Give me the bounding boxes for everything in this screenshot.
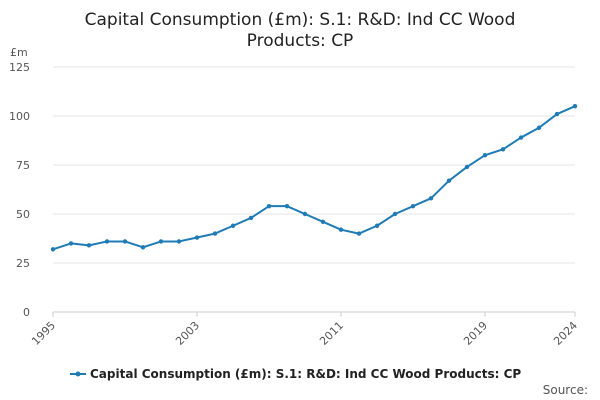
data-point [68, 241, 74, 246]
data-point [176, 239, 182, 244]
data-point [122, 239, 128, 244]
data-point [572, 104, 578, 109]
data-point [284, 203, 290, 209]
y-tick-label: 75 [16, 159, 30, 172]
data-point [266, 203, 272, 209]
data-point [338, 227, 344, 232]
legend[interactable]: Capital Consumption (£m): S.1: R&D: Ind … [70, 367, 521, 381]
y-tick-label: 100 [9, 110, 30, 123]
y-tick-label: 0 [23, 306, 30, 319]
y-axis-ticks: 0 25 50 75 100 125 [9, 61, 30, 319]
x-tick-label: 2003 [173, 319, 202, 348]
data-point [374, 223, 380, 228]
y-tick-label: 50 [16, 208, 30, 221]
x-tick-label: 2011 [317, 319, 346, 348]
data-point [140, 245, 146, 250]
data-point [392, 211, 398, 217]
gridlines [53, 66, 575, 264]
legend-label: Capital Consumption (£m): S.1: R&D: Ind … [90, 367, 521, 381]
data-point [50, 247, 56, 252]
x-tick-label: 1995 [29, 319, 58, 348]
x-tick-label: 2019 [461, 319, 490, 348]
y-axis-unit-label: £m [10, 46, 28, 59]
data-point [86, 243, 92, 248]
data-point [194, 235, 200, 240]
chart-title-line-2: Products: CP [247, 31, 354, 51]
data-point [356, 231, 362, 236]
legend-point-marker [75, 371, 81, 377]
data-point [482, 153, 488, 158]
data-point [230, 223, 236, 228]
plot-area [50, 104, 578, 252]
x-axis-ticks: 1995 2003 2011 2019 2024 [29, 312, 580, 348]
y-tick-label: 125 [9, 61, 30, 74]
data-point [554, 111, 560, 117]
data-point [518, 135, 524, 140]
series-line [52, 105, 576, 251]
y-tick-label: 25 [16, 257, 30, 270]
data-point [248, 215, 254, 221]
data-point [302, 211, 308, 217]
data-point [320, 219, 326, 225]
data-point [536, 125, 542, 130]
data-point [464, 164, 470, 170]
x-tick-label: 2024 [551, 319, 580, 348]
data-point [212, 231, 218, 236]
data-point [158, 239, 164, 244]
data-point [104, 239, 110, 244]
data-point [500, 147, 506, 152]
data-point [446, 178, 452, 183]
source-label[interactable]: Source: [543, 383, 588, 397]
data-point [428, 196, 434, 201]
data-point [410, 203, 416, 209]
chart-title-line-1: Capital Consumption (£m): S.1: R&D: Ind … [85, 10, 516, 30]
